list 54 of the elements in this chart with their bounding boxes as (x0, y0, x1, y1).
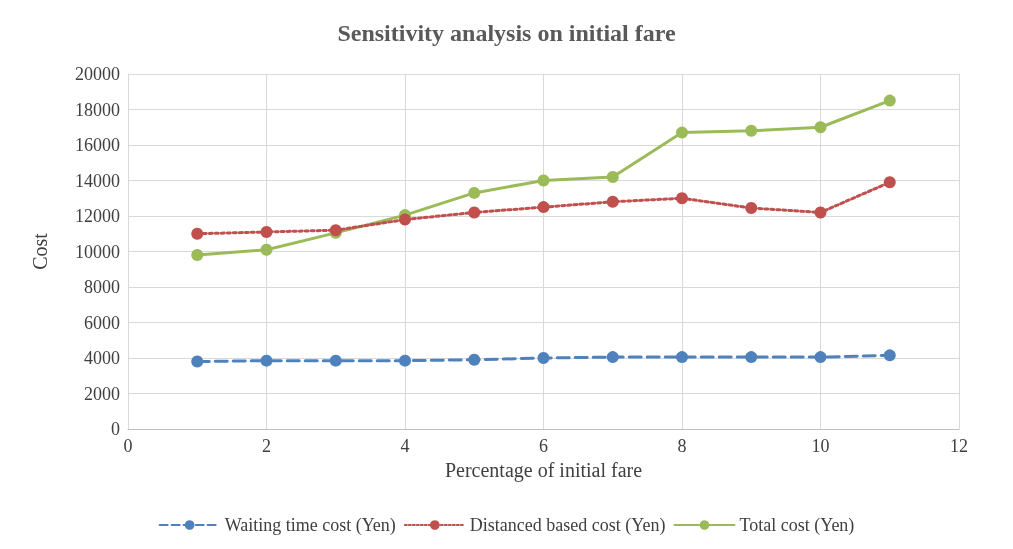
y-axis-title: Cost (29, 232, 51, 270)
legend-label: Distanced based cost (Yen) (469, 515, 666, 536)
x-tick-label: 10 (811, 436, 830, 456)
y-tick-label: 18000 (75, 99, 120, 120)
point (676, 351, 688, 364)
point (814, 121, 827, 134)
point (606, 351, 619, 364)
point (468, 353, 481, 366)
point (814, 351, 827, 364)
point (537, 352, 550, 364)
y-tick-label: 12000 (75, 206, 120, 226)
point (191, 227, 204, 240)
point (260, 354, 273, 367)
point (329, 354, 342, 367)
point (606, 195, 619, 208)
point (260, 243, 273, 256)
y-tick-label: 20000 (75, 64, 120, 84)
chart-title: Sensitivity analysis on initial fare (337, 20, 676, 46)
point (676, 192, 688, 205)
point (606, 170, 619, 183)
y-tick-label: 8000 (84, 277, 120, 297)
point (883, 176, 896, 189)
y-tick-label: 0 (111, 419, 120, 439)
point (745, 202, 758, 215)
point (883, 94, 896, 107)
x-tick-label: 12 (950, 436, 968, 456)
point (537, 201, 550, 214)
y-tick-label: 2000 (84, 383, 120, 404)
point (537, 174, 550, 187)
y-tick-label: 4000 (84, 348, 120, 368)
legend-label: Waiting time cost (Yen) (224, 515, 396, 536)
point (260, 225, 273, 238)
point (468, 186, 481, 199)
point (745, 124, 758, 137)
point (399, 354, 411, 367)
point (399, 213, 411, 226)
x-tick-label: 4 (400, 436, 410, 456)
y-tick-label: 10000 (75, 241, 120, 262)
point (191, 355, 204, 368)
point (191, 249, 204, 262)
y-tick-label: 6000 (84, 312, 120, 333)
x-tick-label: 0 (123, 436, 133, 456)
x-tick-label: 6 (539, 436, 548, 456)
point (814, 206, 827, 219)
point (745, 351, 758, 364)
x-tick-label: 8 (677, 436, 687, 456)
point (676, 126, 688, 139)
y-tick-label: 16000 (75, 135, 120, 155)
legend-label: Total cost (Yen) (739, 515, 855, 536)
point (883, 349, 896, 362)
x-axis-title: Percentage of initial fare (444, 458, 643, 482)
y-tick-label: 14000 (75, 170, 120, 191)
x-tick-label: 2 (262, 436, 271, 456)
point (468, 206, 481, 219)
